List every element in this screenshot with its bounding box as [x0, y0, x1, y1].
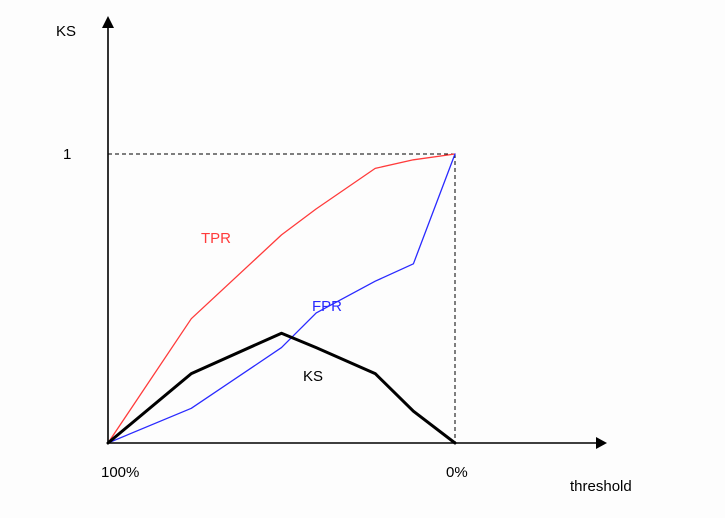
y-axis-arrow-icon: [102, 16, 114, 28]
tpr-annotation: TPR: [201, 230, 231, 247]
series-layer: [106, 153, 457, 445]
y-axis-label: KS: [56, 23, 76, 40]
tpr-line: [107, 153, 456, 444]
fpr-line: [107, 153, 456, 444]
x-tick-label-0pct: 0%: [446, 464, 468, 481]
fpr-annotation: FPR: [312, 298, 342, 315]
x-tick-label-100pct: 100%: [101, 464, 139, 481]
ks-annotation: KS: [303, 368, 323, 385]
y-tick-label-1: 1: [63, 146, 71, 163]
x-axis-label: threshold: [570, 478, 632, 495]
x-axis-arrow-icon: [596, 437, 607, 449]
ks-line: [106, 331, 457, 445]
